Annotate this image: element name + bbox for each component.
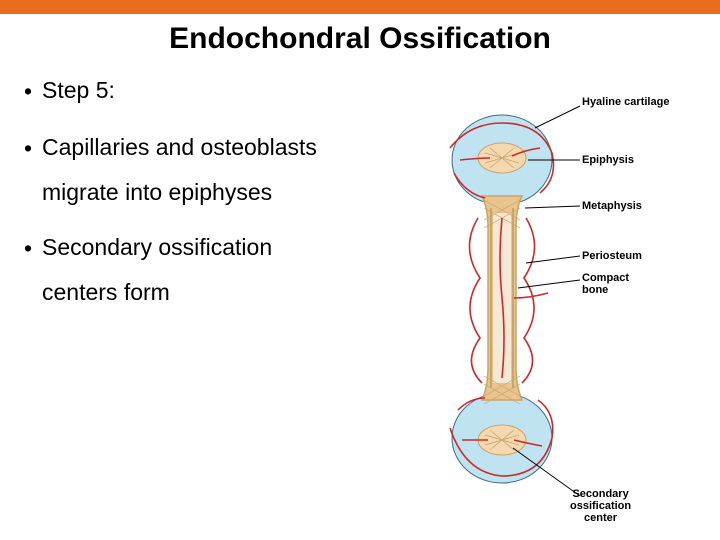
content-row: • Step 5: • Capillaries and osteoblasts … <box>0 78 720 518</box>
bullet-dot: • <box>24 135 42 162</box>
bullet-3-cont: centers form <box>24 280 420 305</box>
label-secondary: Secondaryossificationcenter <box>570 488 631 524</box>
label-compact: Compactbone <box>582 272 629 296</box>
bone-diagram <box>430 78 690 518</box>
bullet-3-text: Secondary ossification <box>42 235 420 260</box>
label-hyaline: Hyaline cartilage <box>582 96 669 108</box>
top-accent-bar <box>0 0 720 14</box>
bullet-2-text: Capillaries and osteoblasts <box>42 135 420 160</box>
bullet-3: • Secondary ossification <box>24 235 420 262</box>
bullet-1: • Step 5: <box>24 78 420 105</box>
bullet-dot: • <box>24 78 42 105</box>
text-column: • Step 5: • Capillaries and osteoblasts … <box>0 78 430 518</box>
bullet-dot: • <box>24 235 42 262</box>
label-metaphysis: Metaphysis <box>582 200 642 212</box>
bullet-1-text: Step 5: <box>42 78 420 103</box>
diagram-column: Hyaline cartilage Epiphysis Metaphysis P… <box>430 78 690 518</box>
label-epiphysis: Epiphysis <box>582 154 634 166</box>
bullet-2-cont: migrate into epiphyses <box>24 180 420 205</box>
label-periosteum: Periosteum <box>582 250 642 262</box>
bullet-2: • Capillaries and osteoblasts <box>24 135 420 162</box>
slide-title: Endochondral Ossification <box>0 22 720 56</box>
